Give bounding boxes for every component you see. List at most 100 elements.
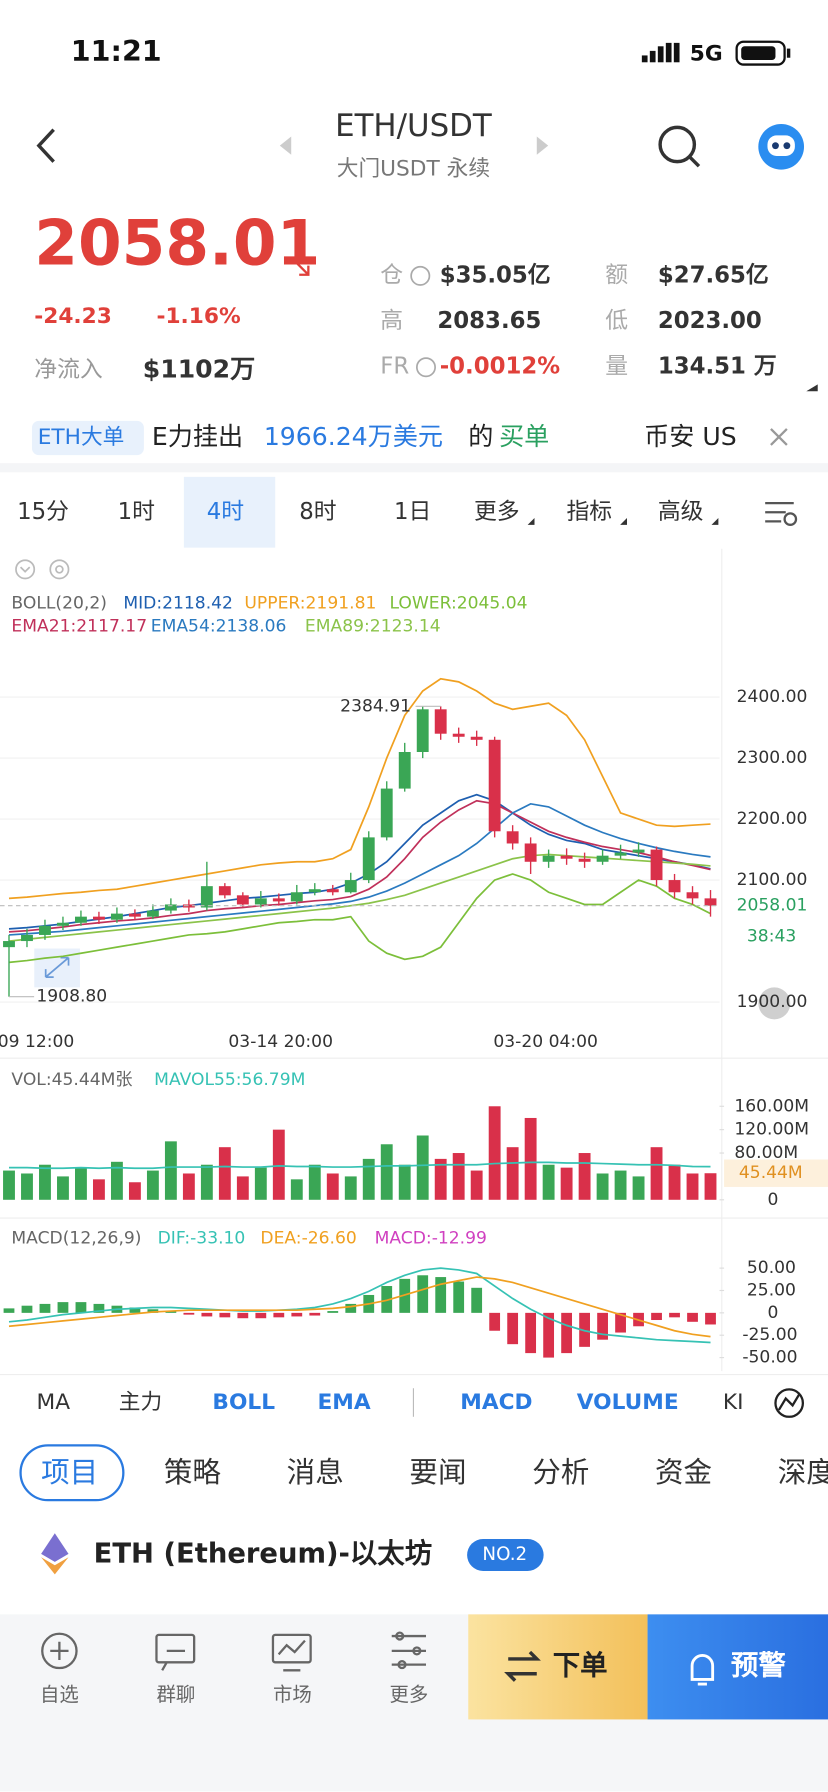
volume-bar xyxy=(506,1147,519,1200)
last-price-label: 2058.01 xyxy=(737,896,808,916)
indicator-tab[interactable]: EMA xyxy=(317,1390,370,1415)
timeframe-tab[interactable]: 1日 xyxy=(394,499,431,525)
macd-bar xyxy=(255,1312,267,1319)
nav-label[interactable]: 自选 xyxy=(40,1683,79,1706)
assistant-avatar[interactable] xyxy=(758,123,805,170)
macd-tick-label: -25.00 xyxy=(742,1325,797,1345)
timeframe-tab[interactable]: 指标 xyxy=(566,499,612,525)
order-label[interactable]: 下单 xyxy=(553,1650,608,1681)
prev-arrow[interactable] xyxy=(279,136,292,155)
section-tab[interactable]: 资金 xyxy=(655,1455,712,1489)
battery-icon xyxy=(735,40,791,66)
candle-body xyxy=(128,913,141,917)
timeframe-tab[interactable]: 4时 xyxy=(207,499,244,525)
stat-label: 额 xyxy=(605,262,628,288)
stat-value: 2023.00 xyxy=(658,308,762,334)
nav-icons xyxy=(41,1631,426,1672)
candle-body xyxy=(362,837,375,881)
rank-badge-bg xyxy=(467,1538,544,1571)
macd-bar xyxy=(615,1312,626,1333)
search-button[interactable] xyxy=(658,125,701,168)
section-tab[interactable]: 策略 xyxy=(164,1455,222,1489)
section-tab[interactable]: 深度 xyxy=(778,1455,828,1489)
macd-bar xyxy=(507,1312,519,1345)
macd-bar xyxy=(669,1312,680,1318)
stat-value: $35.05亿 xyxy=(440,262,551,288)
nav-label[interactable]: 更多 xyxy=(389,1683,428,1706)
macd-bar xyxy=(75,1302,87,1313)
candle-body xyxy=(146,910,159,917)
indicator-line xyxy=(8,873,711,964)
draw-tool-icon[interactable] xyxy=(774,1388,805,1418)
candle-body xyxy=(398,751,411,789)
indicator-legend: UPPER:2191.81 xyxy=(244,594,376,614)
x-tick-label: 09 12:00 xyxy=(0,1032,74,1052)
back-button[interactable] xyxy=(36,128,55,163)
down-arrow xyxy=(291,257,310,276)
candle-body xyxy=(434,709,447,734)
alert-button[interactable] xyxy=(647,1614,828,1720)
nav-label[interactable]: 群聊 xyxy=(156,1683,195,1706)
section-tab[interactable]: 消息 xyxy=(287,1455,344,1489)
section-tab[interactable]: 分析 xyxy=(532,1455,589,1489)
macd-bar xyxy=(597,1312,608,1340)
macd-bar xyxy=(129,1307,141,1313)
candle-body xyxy=(164,904,177,911)
macd-bar xyxy=(147,1309,159,1313)
volume-bar xyxy=(39,1164,51,1200)
volume-bar xyxy=(362,1158,375,1200)
macd-bar xyxy=(39,1303,51,1313)
section-tab[interactable]: 要闻 xyxy=(409,1455,466,1489)
chart-toggle-icons[interactable] xyxy=(15,559,70,580)
candle-body xyxy=(416,709,429,752)
section-tab[interactable]: 项目 xyxy=(41,1455,98,1489)
y-tick-label: 2100.00 xyxy=(737,870,808,890)
dropdown-caret xyxy=(620,517,627,525)
scroll-handle[interactable] xyxy=(758,987,791,1020)
section-selected xyxy=(19,1444,125,1502)
candle-body xyxy=(39,925,51,935)
nav-label[interactable]: 市场 xyxy=(273,1683,312,1706)
indicator-tab[interactable]: MA xyxy=(37,1390,71,1415)
chart-settings-icon[interactable] xyxy=(765,501,798,526)
indicator-tab[interactable]: VOLUME xyxy=(577,1390,679,1415)
macd-bar xyxy=(309,1312,321,1316)
timeframe-tab[interactable]: 更多 xyxy=(474,499,520,525)
expand-chart-icon[interactable] xyxy=(34,948,80,988)
ticker-joiner: 的 xyxy=(468,422,493,451)
candle-body xyxy=(92,916,105,920)
indicator-tab[interactable]: KI xyxy=(723,1390,744,1415)
timeframe-tab[interactable]: 15分 xyxy=(17,499,69,525)
alert-label[interactable]: 预警 xyxy=(731,1650,786,1681)
volume-bar xyxy=(578,1153,591,1200)
macd-bar xyxy=(327,1311,339,1313)
macd-bar xyxy=(93,1303,105,1313)
candle-body xyxy=(524,843,537,862)
macd-bar xyxy=(471,1287,483,1313)
vol-tick-label: 0 xyxy=(767,1190,778,1210)
macd-bar xyxy=(435,1277,447,1313)
indicator-legend: MACD:-12.99 xyxy=(375,1229,487,1249)
indicator-line xyxy=(8,802,711,936)
candle-body xyxy=(542,855,555,862)
volume-bar xyxy=(524,1117,537,1200)
candle-body xyxy=(200,886,213,908)
timeframe-tab[interactable]: 高级 xyxy=(658,499,704,525)
volume-bar xyxy=(416,1135,429,1200)
volume-bar xyxy=(470,1170,483,1200)
macd-bar xyxy=(525,1312,537,1354)
next-arrow[interactable] xyxy=(536,136,549,155)
order-button[interactable] xyxy=(468,1614,648,1720)
indicator-tab[interactable]: 主力 xyxy=(119,1390,162,1415)
timeframe-tab[interactable]: 8时 xyxy=(299,499,336,525)
indicator-tab[interactable]: MACD xyxy=(460,1390,532,1415)
indicator-tab[interactable]: BOLL xyxy=(212,1390,275,1415)
ticker-close[interactable] xyxy=(770,428,788,446)
candle-body xyxy=(21,934,33,942)
net-inflow: $1102万 xyxy=(143,355,255,384)
macd-tick-label: 25.00 xyxy=(747,1280,796,1300)
candle-body xyxy=(506,831,519,844)
timeframe-tab[interactable]: 1时 xyxy=(118,499,155,525)
divider xyxy=(0,463,828,473)
